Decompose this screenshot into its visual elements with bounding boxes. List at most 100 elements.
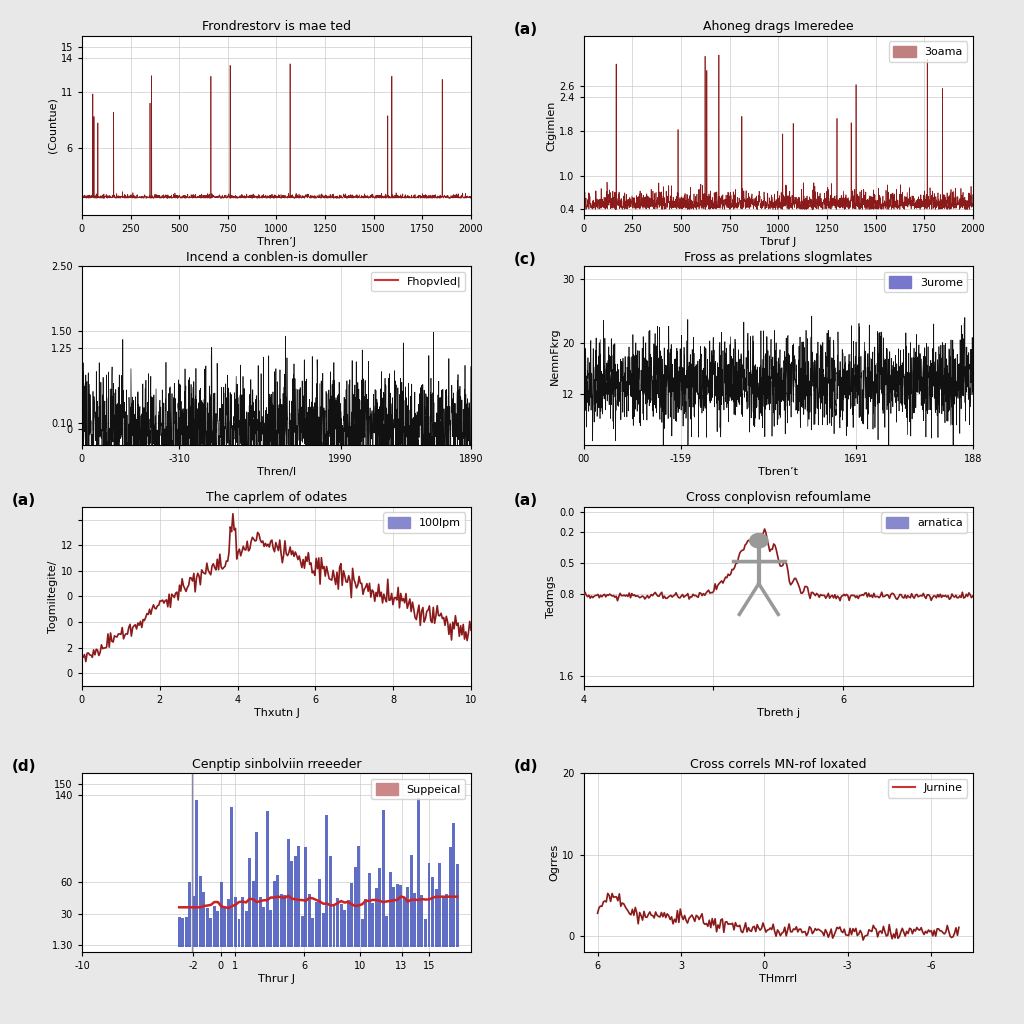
Bar (407, 887, 410, 947)
X-axis label: Thren/l: Thren/l (257, 467, 296, 477)
Legend: 3urome: 3urome (885, 271, 968, 292)
X-axis label: Thrur J: Thrur J (258, 974, 295, 984)
Bar (382, 810, 385, 947)
Title: Frondrestorv is mae ted: Frondrestorv is mae ted (202, 20, 351, 34)
Bar (284, 895, 287, 947)
Bar (203, 892, 205, 947)
Bar (272, 881, 275, 947)
Bar (178, 918, 180, 947)
Bar (280, 894, 283, 947)
X-axis label: Tbreth j: Tbreth j (757, 708, 800, 718)
Bar (294, 856, 297, 947)
Bar (191, 896, 195, 947)
Bar (259, 897, 261, 947)
Bar (216, 910, 219, 947)
Bar (372, 903, 374, 947)
Bar (291, 861, 293, 947)
Bar (248, 858, 251, 947)
Bar (336, 898, 339, 947)
Title: Cross correls MN-rof loxated: Cross correls MN-rof loxated (690, 758, 866, 771)
Y-axis label: Ogrres: Ogrres (550, 844, 559, 882)
Bar (315, 902, 317, 947)
Bar (245, 911, 248, 947)
Bar (255, 831, 258, 947)
Bar (350, 883, 353, 947)
Bar (357, 846, 360, 947)
Bar (304, 847, 307, 947)
Bar (196, 801, 199, 947)
Bar (346, 900, 349, 947)
Bar (209, 919, 212, 947)
Legend: 100lpm: 100lpm (383, 512, 466, 532)
Title: Cenptip sinbolviin rreeeder: Cenptip sinbolviin rreeeder (191, 758, 361, 771)
Bar (199, 877, 202, 947)
Bar (322, 913, 325, 947)
Legend: 3oama: 3oama (889, 41, 968, 61)
Bar (333, 903, 336, 947)
Text: (d): (d) (12, 759, 37, 774)
Y-axis label: (Countue): (Countue) (48, 97, 57, 154)
Legend: Fhopvled|: Fhopvled| (371, 271, 466, 291)
Title: Ahoneg drags Imeredee: Ahoneg drags Imeredee (702, 20, 854, 34)
X-axis label: Tbruf J: Tbruf J (760, 237, 797, 247)
X-axis label: Thren’J: Thren’J (257, 237, 296, 247)
Text: (c): (c) (514, 252, 537, 267)
Bar (311, 919, 314, 947)
Bar (385, 915, 388, 947)
Text: (d): (d) (514, 759, 539, 774)
Bar (287, 839, 290, 947)
Bar (445, 894, 449, 947)
Bar (431, 877, 434, 947)
Bar (399, 885, 402, 947)
Bar (402, 898, 406, 947)
Legend: arnatica: arnatica (882, 512, 968, 532)
Text: (a): (a) (12, 493, 36, 508)
Bar (262, 907, 265, 947)
Bar (421, 895, 424, 947)
Bar (441, 896, 444, 947)
Bar (343, 910, 346, 947)
Title: Cross conplovisn refoumlame: Cross conplovisn refoumlame (686, 492, 870, 505)
Bar (301, 916, 304, 947)
Bar (188, 883, 191, 947)
Title: Incend a conblen-is domuller: Incend a conblen-is domuller (185, 251, 368, 264)
Bar (318, 879, 322, 947)
Bar (449, 847, 452, 947)
Bar (340, 904, 342, 947)
Bar (360, 920, 364, 947)
Bar (424, 919, 427, 947)
X-axis label: Thxutn J: Thxutn J (254, 708, 299, 718)
Bar (378, 868, 381, 947)
Bar (206, 907, 209, 947)
Bar (238, 919, 241, 947)
X-axis label: THmrrl: THmrrl (759, 974, 798, 984)
Text: (a): (a) (514, 493, 538, 508)
Legend: Jurnine: Jurnine (888, 778, 968, 798)
Bar (456, 864, 459, 947)
Circle shape (750, 534, 768, 548)
Bar (184, 918, 187, 947)
Bar (223, 907, 226, 947)
Bar (269, 909, 272, 947)
Bar (414, 893, 417, 947)
Y-axis label: Tedmgs: Tedmgs (547, 575, 556, 617)
Y-axis label: Ctgimlen: Ctgimlen (547, 100, 556, 151)
Bar (308, 894, 311, 947)
Bar (438, 863, 441, 947)
Bar (428, 863, 430, 947)
Y-axis label: Togmiltegite/: Togmiltegite/ (48, 560, 57, 633)
Bar (220, 882, 223, 947)
Text: (a): (a) (514, 22, 538, 37)
Bar (227, 899, 230, 947)
Bar (365, 899, 368, 947)
Bar (453, 823, 455, 947)
Bar (252, 881, 255, 947)
Bar (417, 798, 420, 947)
X-axis label: Tbren’t: Tbren’t (758, 467, 799, 477)
Bar (396, 884, 398, 947)
Title: Fross as prelations slogmlates: Fross as prelations slogmlates (684, 251, 872, 264)
Legend: Suppeical: Suppeical (371, 778, 466, 799)
Bar (375, 888, 378, 947)
Bar (265, 811, 268, 947)
Bar (389, 872, 392, 947)
